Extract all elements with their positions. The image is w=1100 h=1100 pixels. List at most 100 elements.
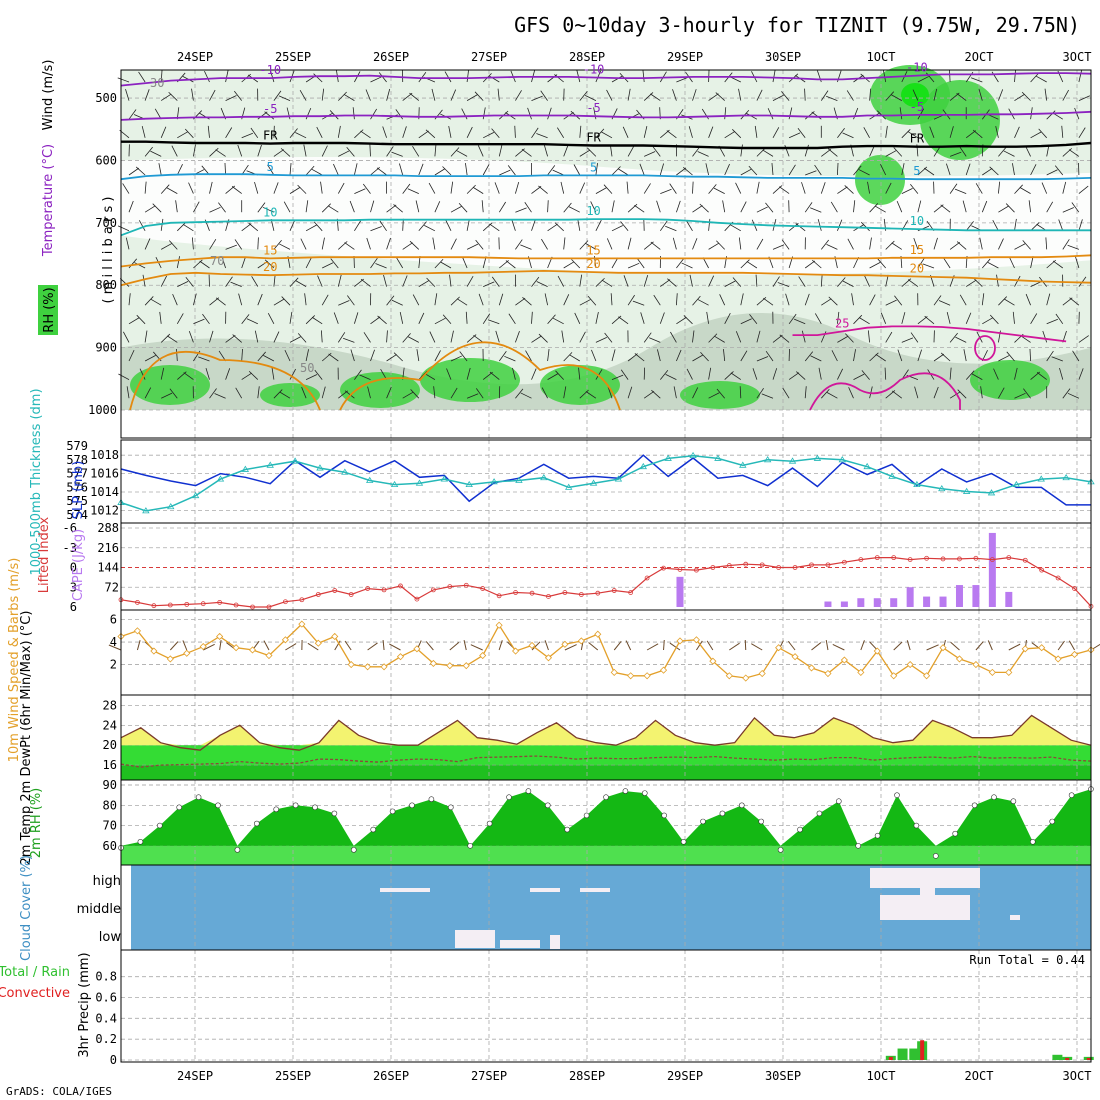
wind-barb: [796, 371, 806, 380]
wind-barb: [660, 279, 671, 287]
wind-speed-point: [709, 657, 717, 665]
surface-wind-barb: [613, 641, 622, 651]
wind-barb: [128, 109, 137, 120]
wind-barb: [418, 221, 427, 232]
wind-barb: [366, 237, 371, 250]
wind-barb: [462, 256, 468, 269]
wind-barb: [264, 259, 275, 269]
wind-barb: [176, 164, 183, 176]
wind-barb: [511, 219, 516, 231]
wind-barb: [159, 311, 162, 324]
dry-band: [121, 156, 1091, 275]
wind-barb: [723, 349, 726, 362]
wind-barb: [686, 368, 693, 380]
wind-barb: [188, 330, 194, 343]
wind-barb: [821, 389, 830, 399]
wind-barb: [837, 127, 845, 139]
wind-barb: [746, 261, 758, 269]
surface-wind-barb: [987, 640, 993, 651]
wind-barb: [482, 222, 493, 232]
wind-barb: [772, 276, 780, 287]
li-axis-label: Lifted Index: [37, 516, 52, 593]
thickness-point: [788, 457, 797, 464]
precip-convective-bar: [888, 1056, 893, 1060]
wind-barb: [804, 144, 809, 157]
wind-barb: [1020, 187, 1031, 194]
dewpoint-line: [120, 755, 1092, 768]
li-point: [365, 586, 371, 591]
wind-barb: [383, 274, 387, 287]
wind-barb: [1030, 256, 1034, 269]
wind-barb: [408, 336, 419, 343]
wind-speed-point: [1005, 668, 1013, 676]
wind-speed-point: [150, 647, 158, 655]
wind-barb: [402, 183, 411, 194]
wind-barb: [446, 368, 452, 380]
thickness-point: [1012, 480, 1021, 488]
isotherm-label: FR: [586, 130, 601, 144]
wind-barb: [998, 238, 1004, 250]
wind-barb: [828, 296, 838, 306]
wind-tick: 4: [110, 635, 117, 649]
wind-barb: [814, 313, 822, 324]
wind-barb: [283, 201, 291, 213]
wind-barb: [579, 240, 589, 250]
li-point: [677, 567, 683, 572]
wind-barb: [305, 257, 312, 269]
rh-point: [991, 794, 997, 800]
wind-barb: [128, 293, 131, 306]
wind-barb: [1038, 128, 1047, 139]
wind-barb: [552, 317, 564, 325]
wind-speed-point: [857, 668, 865, 676]
surface-wind-barb: [825, 639, 829, 651]
wind-barb: [1052, 260, 1064, 269]
li-point: [1022, 557, 1028, 563]
li-point: [578, 592, 584, 597]
wind-barb: [917, 200, 922, 213]
wind-barb: [688, 126, 693, 138]
wind-barb: [1067, 244, 1080, 250]
wind-barb: [563, 386, 567, 399]
wind-barb: [1078, 185, 1089, 194]
wind-barb: [337, 182, 345, 194]
wind-barb: [1046, 110, 1056, 120]
wind-barb: [379, 220, 387, 232]
wind-barb: [982, 317, 993, 325]
wind-barb: [1044, 88, 1048, 101]
wind-barb: [122, 183, 130, 194]
wind-barb: [144, 387, 152, 399]
wind-barb: [1014, 275, 1021, 287]
wind-barb: [1003, 150, 1015, 157]
wind-barb: [193, 201, 200, 213]
wind-barb: [204, 70, 210, 83]
pressure-tick: 1000: [88, 403, 117, 417]
wind-barb: [183, 372, 194, 380]
wind-barb: [740, 350, 748, 362]
cape-tick: 216: [97, 541, 119, 555]
rh-point: [234, 847, 241, 853]
wind-barb: [1068, 149, 1080, 157]
wind-barb: [810, 355, 822, 362]
wind-barb: [689, 274, 693, 287]
wind-barb: [377, 315, 387, 325]
wind-barb: [611, 257, 619, 269]
wind-barb: [241, 372, 252, 380]
wind-barb: [826, 95, 838, 101]
wind-barb: [692, 89, 697, 101]
wind-barb: [172, 293, 178, 306]
wind-barb: [250, 127, 259, 139]
rh-high-blob: [680, 381, 760, 409]
wind-barb: [241, 256, 246, 269]
rh-point: [195, 794, 202, 800]
isotherm-25: [792, 325, 1067, 343]
wind-barb: [521, 148, 532, 157]
wind-barb: [692, 238, 698, 250]
wind-barb: [657, 349, 661, 362]
wind-barb: [158, 163, 162, 176]
wind-barb: [716, 240, 725, 250]
wind-barb: [563, 294, 570, 306]
wind-barb: [901, 187, 913, 194]
wind-barb: [867, 330, 870, 343]
thickness-point: [664, 454, 672, 461]
cape-bar: [676, 576, 684, 607]
